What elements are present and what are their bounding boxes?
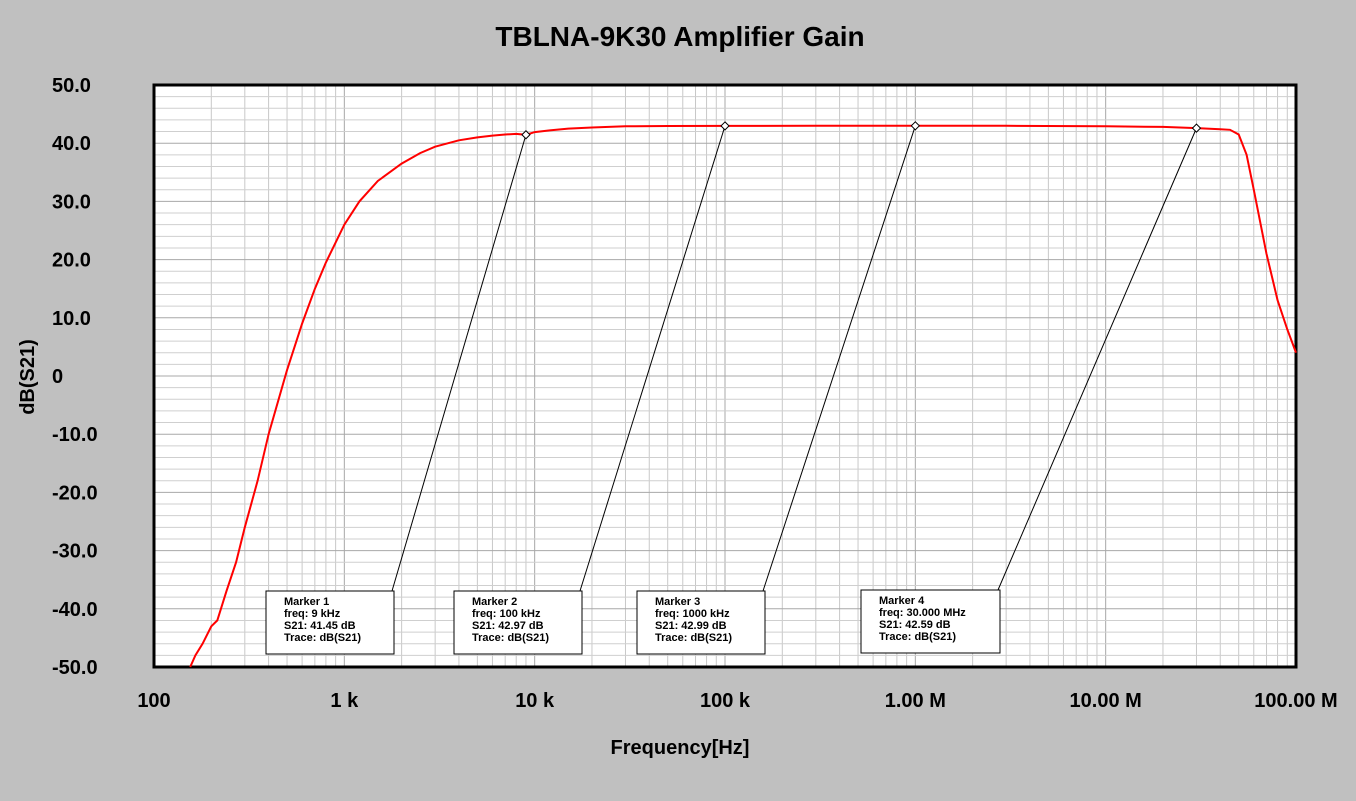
marker-leader-line: [762, 125, 916, 592]
marker-box-frame: [265, 590, 395, 655]
plot-frame: [152, 83, 1298, 669]
x-tick-label: 1 k: [330, 690, 359, 712]
marker-box-frame: [636, 590, 766, 655]
marker-leaders: [391, 125, 1197, 592]
marker-title: Marker 3: [655, 596, 700, 608]
y-tick-label: -30.0: [52, 541, 98, 563]
marker-title: Marker 4: [879, 595, 925, 607]
marker-freq: freq: 100 kHz: [472, 608, 541, 620]
y-tick-label: 40.0: [52, 133, 91, 155]
marker-box-frame: [453, 590, 583, 655]
marker-freq: freq: 30.000 MHz: [879, 607, 966, 619]
marker-freq: freq: 1000 kHz: [655, 608, 730, 620]
tick-labels: 100 1 k 10 k 100 k 1.00 M 10.00 M 100.00 M 50.0…: [52, 75, 1338, 712]
x-tick-label: 1.00 M: [885, 690, 946, 712]
y-tick-label: -20.0: [52, 482, 98, 504]
marker-trace: Trace: dB(S21): [284, 632, 361, 644]
marker-leader-line: [391, 134, 527, 592]
marker-trace: Trace: dB(S21): [655, 632, 732, 644]
marker-s21: S21: 42.97 dB: [472, 620, 544, 632]
marker-freq: freq: 9 kHz: [284, 608, 341, 620]
x-axis-title: Frequency[Hz]: [611, 737, 750, 759]
marker-s21: S21: 42.99 dB: [655, 620, 727, 632]
marker-trace: Trace: dB(S21): [472, 632, 549, 644]
marker-point: [720, 121, 730, 131]
marker-leader-line: [997, 127, 1197, 591]
y-tick-label: 50.0: [52, 75, 91, 97]
marker-leader-line: [579, 125, 726, 592]
series-layer: [189, 124, 1297, 668]
y-tick-label: 20.0: [52, 250, 91, 272]
x-tick-label: 100.00 M: [1254, 690, 1337, 712]
y-tick-label: -50.0: [52, 657, 98, 679]
series-line-dbs21: [189, 124, 1297, 668]
y-tick-label: 10.0: [52, 308, 91, 330]
marker-title: Marker 1: [284, 596, 329, 608]
grid: [154, 85, 1296, 667]
y-tick-label: 30.0: [52, 191, 91, 213]
chart-title: TBLNA-9K30 Amplifier Gain: [495, 21, 864, 52]
marker-title: Marker 2: [472, 596, 517, 608]
x-tick-label: 10 k: [515, 690, 555, 712]
marker-point: [521, 130, 531, 140]
plot-border: [152, 83, 1298, 669]
marker-point: [910, 121, 921, 131]
x-tick-label: 10.00 M: [1070, 690, 1142, 712]
x-tick-label: 100 k: [700, 690, 751, 712]
marker-trace: Trace: dB(S21): [879, 631, 956, 643]
marker-s21: S21: 42.59 dB: [879, 619, 951, 631]
y-tick-label: -10.0: [52, 424, 98, 446]
y-axis-title: dB(S21): [17, 339, 39, 415]
x-tick-label: 100: [137, 690, 170, 712]
marker-box-frame: [860, 589, 1001, 654]
y-tick-label: 0: [52, 366, 63, 388]
y-tick-label: -40.0: [52, 599, 98, 621]
marker-point: [1191, 123, 1202, 133]
marker-s21: S21: 41.45 dB: [284, 620, 356, 632]
